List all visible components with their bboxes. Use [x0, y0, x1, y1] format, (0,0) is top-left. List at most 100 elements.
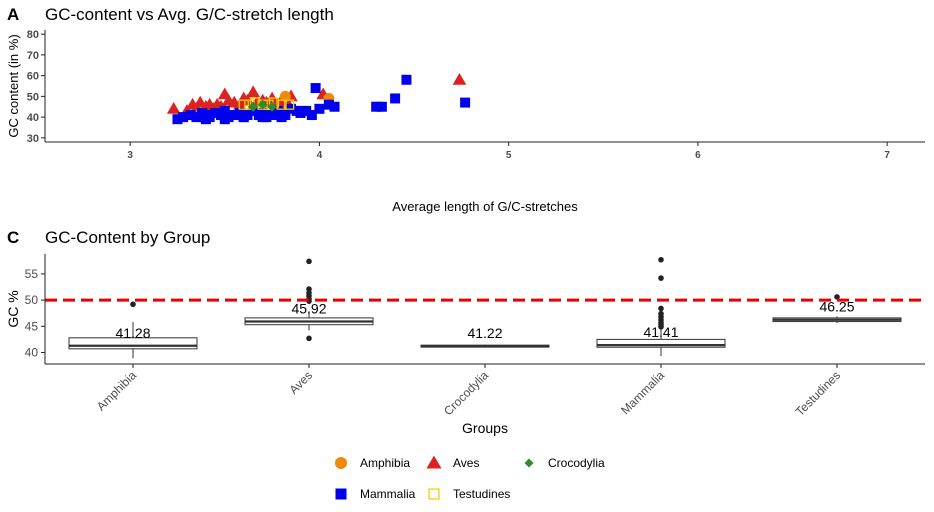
scatter-point-mammalia: [310, 83, 321, 94]
scatter-point-mammalia: [295, 107, 306, 118]
median-label: 41.28: [115, 325, 150, 341]
median-label: 41.41: [643, 324, 678, 340]
outlier-point: [130, 301, 136, 308]
scatter-point-mammalia: [314, 103, 325, 114]
scatter-point-mammalia: [390, 93, 401, 104]
panel-c-title: GC-Content by Group: [45, 228, 210, 247]
outlier-point: [306, 286, 312, 292]
panel-a-y-ticks: 30 40 50 60 70 80: [27, 29, 45, 145]
box-amphibia: [68, 337, 198, 350]
y-tick-label: 50: [25, 293, 39, 307]
legend: Amphibia Aves Crocodylia Mammalia Testudines: [334, 455, 605, 501]
panel-c-y-label: GC %: [5, 290, 21, 327]
scatter-point-mammalia: [200, 114, 211, 125]
legend-key-mammalia: [335, 488, 347, 500]
scatter-point-aves: [166, 101, 181, 114]
scatter-point-mammalia: [276, 112, 287, 123]
median-label: 45.92: [291, 300, 326, 316]
x-tick-label: 7: [884, 150, 890, 161]
scatter-point-amphibia: [279, 90, 291, 102]
scatter-point-testudines: [276, 99, 287, 110]
legend-key-amphibia: [334, 456, 348, 470]
scatter-point-mammalia: [460, 97, 471, 108]
scatter-point-testudines: [283, 99, 295, 110]
outlier-point: [834, 294, 840, 300]
scatter-point-testudines: [238, 99, 249, 110]
scatter-point-mammalia: [401, 74, 412, 85]
panel-a-points: [166, 72, 471, 125]
panel-c-x-label: Groups: [462, 420, 508, 436]
panel-a-tag: A: [7, 5, 19, 24]
panel-a-title: GC-content vs Avg. G/C-stretch length: [45, 5, 334, 24]
outlier-point: [658, 256, 664, 263]
x-tick-label: Aves: [287, 368, 316, 397]
panel-a-y-label: GC content (in %): [6, 34, 21, 137]
scatter-point-mammalia: [172, 114, 183, 125]
median-label: 46.25: [819, 299, 854, 315]
x-tick-label: 3: [127, 150, 133, 161]
scatter-point-mammalia: [323, 99, 334, 110]
outlier-point: [306, 335, 312, 342]
y-tick-label: 60: [27, 71, 39, 83]
scatter-point-aves: [233, 97, 247, 110]
y-tick-label: 70: [27, 50, 39, 62]
x-tick-label: Mammalia: [618, 368, 667, 417]
scatter-point-crocodylia: [248, 101, 259, 112]
panel-c-x-ticks: Amphibia Aves Crocodylia Mammalia Testudines: [94, 364, 843, 419]
scatter-point-mammalia: [257, 112, 268, 123]
panel-a: A GC-content vs Avg. G/C-stretch length …: [6, 5, 925, 214]
y-tick-label: 80: [27, 29, 39, 41]
outlier-point: [658, 305, 664, 312]
scatter-point-aves: [246, 85, 260, 98]
scatter-point-mammalia: [210, 107, 221, 118]
scatter-point-mammalia: [329, 101, 340, 112]
legend-label: Aves: [453, 456, 479, 470]
scatter-point-mammalia: [306, 110, 317, 121]
scatter-point-mammalia: [301, 105, 312, 116]
median-label: 41.22: [467, 325, 502, 341]
x-tick-label: 5: [506, 150, 512, 161]
scatter-point-crocodylia: [267, 101, 278, 112]
legend-key-aves: [426, 455, 442, 469]
scatter-point-mammalia: [191, 112, 202, 123]
panel-c-boxes: [68, 256, 902, 359]
legend-key-crocodylia: [524, 458, 534, 468]
panel-c-median-labels: 41.28 45.92 41.22 41.41 46.25: [115, 299, 854, 341]
scatter-point-aves: [452, 72, 467, 85]
x-tick-label: Amphibia: [94, 368, 140, 414]
x-tick-label: 4: [317, 150, 323, 161]
panel-c-y-ticks: 40 45 50 55: [25, 267, 45, 359]
legend-label: Mammalia: [360, 487, 416, 501]
panel-a-x-ticks: 3 4 5 6 7: [127, 142, 890, 161]
outlier-point: [306, 258, 312, 265]
scatter-point-mammalia: [219, 105, 230, 116]
x-tick-label: 6: [695, 150, 701, 161]
scatter-point-mammalia: [376, 101, 387, 112]
scatter-point-mammalia: [219, 114, 230, 125]
y-tick-label: 55: [25, 267, 39, 281]
legend-label: Testudines: [453, 487, 510, 501]
scatter-point-mammalia: [185, 110, 196, 121]
y-tick-label: 40: [27, 112, 39, 124]
legend-key-testudines: [428, 488, 440, 500]
scatter-point-mammalia: [267, 110, 278, 121]
outlier-point: [658, 275, 664, 281]
scatter-point-mammalia: [238, 112, 249, 123]
y-tick-label: 45: [25, 319, 39, 333]
box-mammalia: [596, 338, 726, 348]
legend-label: Crocodylia: [548, 456, 605, 470]
scatter-point-mammalia: [229, 110, 240, 121]
y-tick-label: 50: [27, 91, 39, 103]
y-tick-label: 40: [25, 345, 39, 359]
x-tick-label: Testudines: [793, 368, 843, 418]
y-tick-label: 30: [27, 133, 39, 145]
panel-a-x-label: Average length of G/C-stretches: [392, 199, 578, 214]
scatter-point-crocodylia: [257, 99, 268, 110]
scatter-point-mammalia: [371, 101, 382, 112]
panel-c-tag: C: [7, 228, 19, 247]
x-tick-label: Crocodylia: [441, 368, 491, 418]
scatter-point-mammalia: [178, 112, 189, 123]
legend-label: Amphibia: [360, 456, 410, 470]
